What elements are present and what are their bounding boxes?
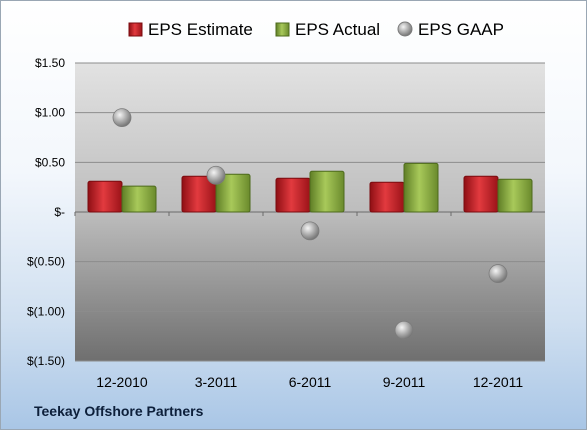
- eps-actual-bar: [403, 162, 439, 213]
- x-tick-label: 3-2011: [195, 374, 238, 390]
- eps-gaap-point: [300, 221, 320, 241]
- legend-swatch: [128, 22, 143, 37]
- x-tick-label: 6-2011: [289, 374, 332, 390]
- eps-gaap-point: [112, 108, 132, 128]
- y-tick-label: $0.50: [35, 155, 65, 169]
- eps-estimate-bar: [275, 177, 311, 213]
- eps-estimate-bar: [463, 175, 499, 213]
- y-tick-label: $1.00: [35, 106, 65, 120]
- y-tick-label: $1.50: [35, 56, 65, 70]
- x-tick-label: 9-2011: [383, 374, 426, 390]
- eps-actual-bar: [215, 173, 251, 213]
- gaap-points: [112, 108, 508, 340]
- y-tick-label: $(0.50): [27, 255, 65, 269]
- eps-gaap-point: [206, 165, 226, 185]
- legend-swatch: [397, 21, 413, 37]
- legend-swatch: [275, 22, 290, 37]
- x-axis: 12-2010 3-2011 6-2011 9-2011 12-2011: [96, 374, 523, 390]
- legend-label: EPS Actual: [295, 20, 380, 39]
- eps-estimate-bar: [369, 181, 405, 213]
- legend: EPS Estimate EPS Actual EPS GAAP: [128, 20, 504, 39]
- company-name: Teekay Offshore Partners: [34, 403, 204, 419]
- x-tick-label: 12-2011: [473, 374, 524, 390]
- y-tick-label: $(1.00): [27, 304, 65, 318]
- legend-label: EPS GAAP: [418, 20, 504, 39]
- x-tick-label: 12-2010: [96, 374, 148, 390]
- y-tick-label: $(1.50): [27, 354, 65, 368]
- bars: [87, 162, 533, 213]
- y-axis: $1.50 $1.00 $0.50 $- $(0.50) $(1.00) $(1.50): [27, 56, 65, 368]
- y-tick-label: $-: [54, 205, 65, 219]
- eps-gaap-point: [488, 264, 508, 283]
- eps-actual-bar: [121, 185, 157, 213]
- eps-estimate-bar: [87, 180, 123, 213]
- eps-actual-bar: [309, 170, 345, 213]
- eps-actual-bar: [497, 178, 533, 213]
- eps-gaap-point: [394, 320, 414, 340]
- legend-label: EPS Estimate: [148, 20, 253, 39]
